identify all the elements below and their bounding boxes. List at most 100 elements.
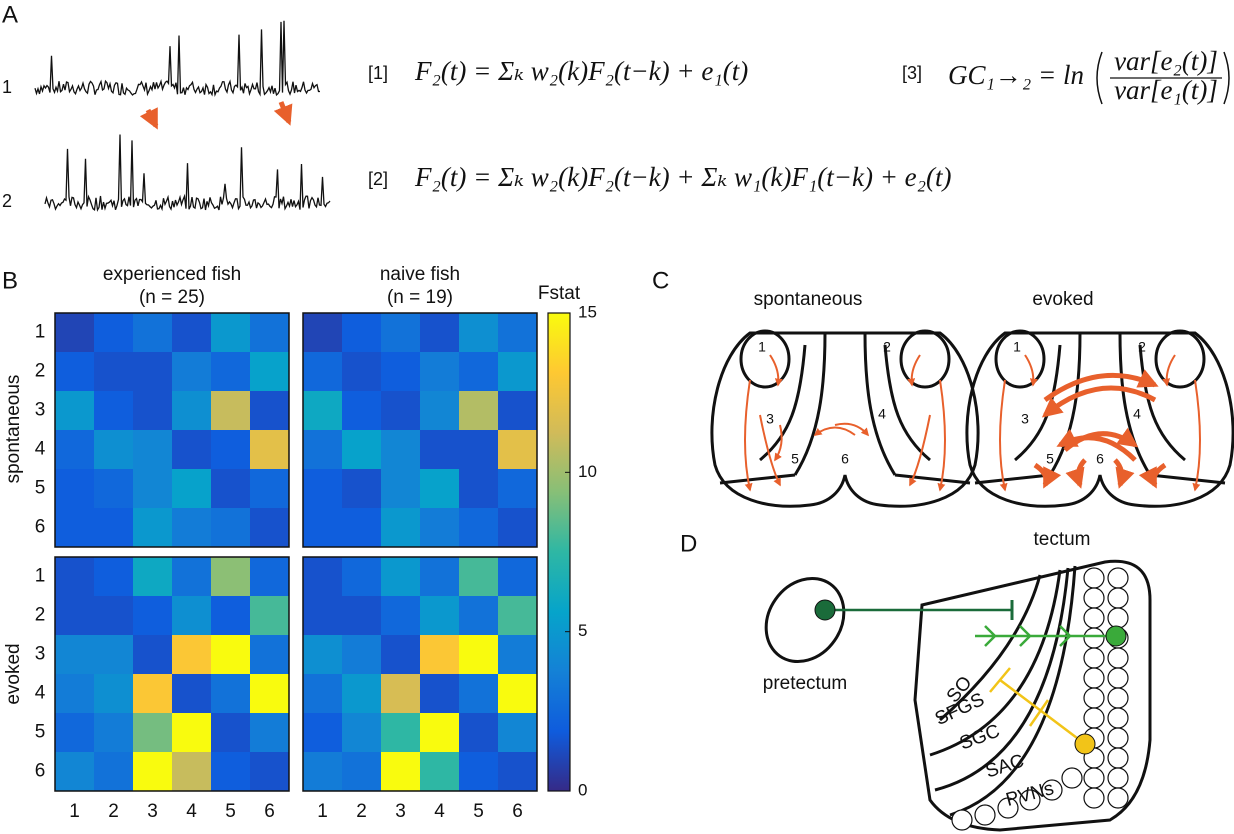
- heatmap-cell: [94, 596, 134, 636]
- pvn-cell: [974, 804, 996, 826]
- region-line: [1149, 473, 1226, 485]
- col-tick-label: 5: [225, 801, 236, 822]
- heatmap-cell: [459, 313, 499, 353]
- arrow: [1192, 379, 1201, 492]
- row-tick-label: 1: [35, 566, 46, 587]
- region-line: [793, 332, 827, 476]
- eq-number: [2]: [368, 169, 388, 189]
- arrow: [1162, 354, 1176, 387]
- heatmap-cell: [211, 430, 251, 470]
- heatmap-cell: [459, 430, 499, 470]
- heatmap-cell: [342, 596, 382, 636]
- pvn-cell: [1107, 567, 1129, 589]
- heatmap-cell: [303, 391, 343, 431]
- col-tick-label: 2: [356, 801, 367, 822]
- heatmap-cell: [250, 352, 290, 392]
- arrow: [1043, 369, 1159, 403]
- heatmap-cell: [250, 469, 290, 509]
- heatmap-frame: [302, 312, 538, 548]
- heatmap-cell: [94, 752, 134, 792]
- heatmap-cell: [342, 713, 382, 753]
- arrow: [1056, 428, 1137, 462]
- arrow: [1033, 462, 1062, 489]
- row-title: spontaneous: [3, 375, 24, 484]
- layer-line: [949, 565, 1077, 817]
- heatmap-cell: [250, 596, 290, 636]
- paren: [1223, 51, 1230, 105]
- heatmap-cell: [133, 313, 173, 353]
- heatmap-cell: [172, 469, 212, 509]
- heatmap-cell: [498, 469, 538, 509]
- pvn-cell: [1107, 587, 1129, 609]
- heatmap-cell: [55, 635, 95, 675]
- region-label: 4: [878, 406, 886, 422]
- row-title: evoked: [3, 643, 24, 704]
- heatmap-cell: [250, 430, 290, 470]
- heatmap-cell: [459, 635, 499, 675]
- region-label: 1: [758, 339, 766, 355]
- heatmap-frame: [54, 312, 290, 548]
- pvn-cell: [1083, 607, 1105, 629]
- col-tick-label: 1: [69, 801, 80, 822]
- eye: [899, 329, 951, 389]
- heatmap-cell: [303, 430, 343, 470]
- heatmap-cell: [459, 352, 499, 392]
- heatmap-cell: [133, 469, 173, 509]
- col-tick-label: 6: [512, 801, 523, 822]
- heatmap-cell: [420, 430, 460, 470]
- region-line: [974, 473, 1051, 485]
- col-tick-label: 4: [434, 801, 445, 822]
- equation: F₂(t) = Σₖ w₂(k)F₂(t−k) + e₁(t): [414, 56, 748, 86]
- eye: [994, 329, 1046, 389]
- heatmap-cell: [381, 352, 421, 392]
- heatmap-cell: [459, 752, 499, 792]
- heatmap-cell: [420, 391, 460, 431]
- heatmap-cell: [381, 596, 421, 636]
- heatmap-cell: [172, 430, 212, 470]
- heatmap-cell: [381, 313, 421, 353]
- heatmap-cell: [133, 635, 173, 675]
- region-line: [1048, 332, 1082, 476]
- heatmap-cell: [498, 313, 538, 353]
- heatmap-cell: [94, 635, 134, 675]
- pvn-cell: [1107, 727, 1129, 749]
- heatmap-cell: [420, 469, 460, 509]
- condition-title: spontaneous: [754, 289, 863, 310]
- heatmap-cell: [498, 508, 538, 548]
- heatmap-cell: [172, 508, 212, 548]
- heatmap-cell: [172, 713, 212, 753]
- arrow: [273, 101, 293, 126]
- arrow: [999, 379, 1008, 492]
- pvn-cell: [951, 809, 973, 831]
- heatmap-cell: [172, 557, 212, 597]
- pvn-cell: [1083, 627, 1105, 649]
- colorbar-tick-label: 15: [578, 302, 597, 321]
- heatmap-cell: [133, 596, 173, 636]
- colorbar-tick-label: 5: [578, 621, 587, 640]
- numerator: var[e₂(t)]: [1114, 46, 1218, 76]
- pvn-cell: [1083, 587, 1105, 609]
- arrow: [907, 354, 921, 387]
- heatmap-cell: [303, 469, 343, 509]
- heatmap-cell: [459, 469, 499, 509]
- heatmap-cell: [420, 557, 460, 597]
- heatmap-cell: [303, 313, 343, 353]
- pvn-cell: [1041, 779, 1063, 801]
- tectum-outline: [913, 559, 1152, 832]
- arrow: [139, 107, 159, 130]
- heatmap-cell: [133, 752, 173, 792]
- heatmap-cell: [94, 557, 134, 597]
- colorbar-tick-label: 0: [578, 780, 587, 799]
- heatmap-cell: [250, 674, 290, 714]
- heatmap-cell: [94, 352, 134, 392]
- layer-line: [929, 569, 1062, 757]
- heatmap-cell: [498, 752, 538, 792]
- heatmap-cell: [303, 596, 343, 636]
- paren: [1096, 51, 1103, 105]
- region-line: [894, 473, 971, 485]
- heatmap-frame: [302, 556, 538, 792]
- heatmap-cell: [250, 557, 290, 597]
- heatmap-cell: [498, 352, 538, 392]
- region-label: 3: [1021, 411, 1029, 427]
- brain-outline: [710, 331, 980, 508]
